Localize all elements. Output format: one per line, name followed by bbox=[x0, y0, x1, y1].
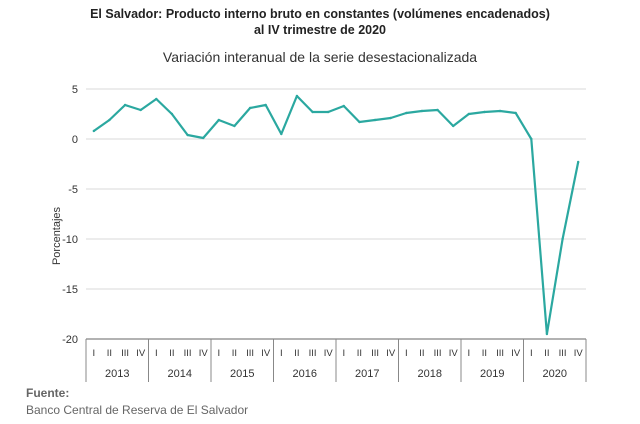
data-point bbox=[545, 332, 549, 336]
quarter-tick-label: IV bbox=[199, 348, 209, 359]
chart-subtitle: Variación interanual de la serie desesta… bbox=[162, 49, 478, 65]
data-point bbox=[248, 106, 252, 110]
quarter-tick-label: I bbox=[217, 348, 220, 359]
y-tick-label: -20 bbox=[62, 334, 78, 346]
data-point bbox=[561, 237, 564, 241]
quarter-tick-label: IV bbox=[324, 348, 334, 359]
quarter-tick-label: II bbox=[107, 348, 112, 359]
data-point bbox=[186, 133, 189, 137]
quarter-tick-label: I bbox=[280, 348, 283, 359]
data-point bbox=[170, 112, 174, 116]
quarter-tick-label: IV bbox=[261, 348, 271, 359]
quarter-tick-label: IV bbox=[386, 348, 396, 359]
data-point bbox=[467, 112, 471, 116]
data-point bbox=[498, 109, 502, 113]
data-point bbox=[342, 104, 346, 108]
data-point bbox=[233, 124, 236, 128]
data-point bbox=[436, 108, 439, 112]
quarter-tick-label: III bbox=[434, 348, 442, 359]
quarter-tick-label: I bbox=[405, 348, 408, 359]
quarter-tick-label: II bbox=[232, 348, 237, 359]
data-point bbox=[139, 108, 142, 112]
series-line bbox=[93, 94, 580, 336]
chart-title-line2: al IV trimestre de 2020 bbox=[253, 23, 387, 37]
quarter-tick-label: I bbox=[155, 348, 158, 359]
data-point bbox=[217, 118, 221, 122]
year-tick-label: 2018 bbox=[418, 368, 442, 380]
quarter-tick-label: III bbox=[559, 348, 567, 359]
quarter-tick-label: III bbox=[309, 348, 317, 359]
year-tick-label: 2016 bbox=[293, 368, 317, 380]
quarter-tick-label: III bbox=[246, 348, 254, 359]
quarter-tick-label: II bbox=[544, 348, 549, 359]
source-label: Fuente: bbox=[26, 386, 70, 400]
data-point bbox=[373, 118, 377, 122]
data-point bbox=[483, 110, 486, 114]
quarter-tick-label: I bbox=[92, 348, 95, 359]
chart-title-line1: El Salvador: Producto interno bruto en c… bbox=[90, 7, 550, 21]
data-point bbox=[311, 110, 314, 114]
data-point bbox=[280, 132, 283, 136]
quarter-tick-label: III bbox=[184, 348, 192, 359]
y-axis-label: Porcentajes bbox=[51, 206, 63, 265]
data-point bbox=[295, 94, 299, 98]
quarter-tick-label: III bbox=[496, 348, 504, 359]
data-point bbox=[155, 97, 158, 101]
quarter-tick-label: I bbox=[467, 348, 470, 359]
data-point bbox=[405, 111, 408, 115]
year-tick-label: 2020 bbox=[543, 368, 567, 380]
quarter-tick-label: II bbox=[294, 348, 299, 359]
y-tick-label: -15 bbox=[62, 284, 78, 296]
data-point bbox=[123, 103, 127, 107]
quarter-tick-label: IV bbox=[136, 348, 146, 359]
year-tick-label: 2013 bbox=[105, 368, 129, 380]
quarter-tick-label: I bbox=[530, 348, 533, 359]
data-point bbox=[264, 103, 267, 107]
quarter-tick-label: II bbox=[482, 348, 487, 359]
data-point bbox=[326, 110, 330, 114]
y-tick-label: -5 bbox=[68, 184, 78, 196]
quarter-tick-label: III bbox=[371, 348, 379, 359]
data-point bbox=[514, 111, 517, 115]
source-text: Banco Central de Reserva de El Salvador bbox=[26, 403, 249, 417]
data-point bbox=[108, 118, 111, 122]
y-tick-label: -10 bbox=[62, 234, 78, 246]
data-point bbox=[92, 129, 96, 133]
quarter-tick-label: IV bbox=[511, 348, 521, 359]
quarter-tick-label: II bbox=[169, 348, 174, 359]
data-point bbox=[389, 116, 392, 120]
year-tick-label: 2015 bbox=[230, 368, 254, 380]
data-point bbox=[201, 136, 205, 140]
quarter-tick-label: IV bbox=[449, 348, 459, 359]
year-tick-label: 2017 bbox=[355, 368, 379, 380]
year-tick-label: 2014 bbox=[168, 368, 192, 380]
quarter-tick-label: II bbox=[357, 348, 362, 359]
year-tick-label: 2019 bbox=[480, 368, 504, 380]
data-point bbox=[451, 124, 455, 128]
data-point bbox=[420, 109, 424, 113]
y-tick-label: 5 bbox=[72, 84, 78, 96]
data-point bbox=[358, 120, 361, 124]
quarter-tick-label: II bbox=[419, 348, 424, 359]
quarter-tick-label: IV bbox=[574, 348, 584, 359]
y-tick-label: 0 bbox=[72, 134, 78, 146]
data-point bbox=[530, 137, 533, 141]
quarter-tick-label: I bbox=[342, 348, 345, 359]
quarter-tick-label: III bbox=[121, 348, 129, 359]
data-point bbox=[576, 160, 580, 164]
